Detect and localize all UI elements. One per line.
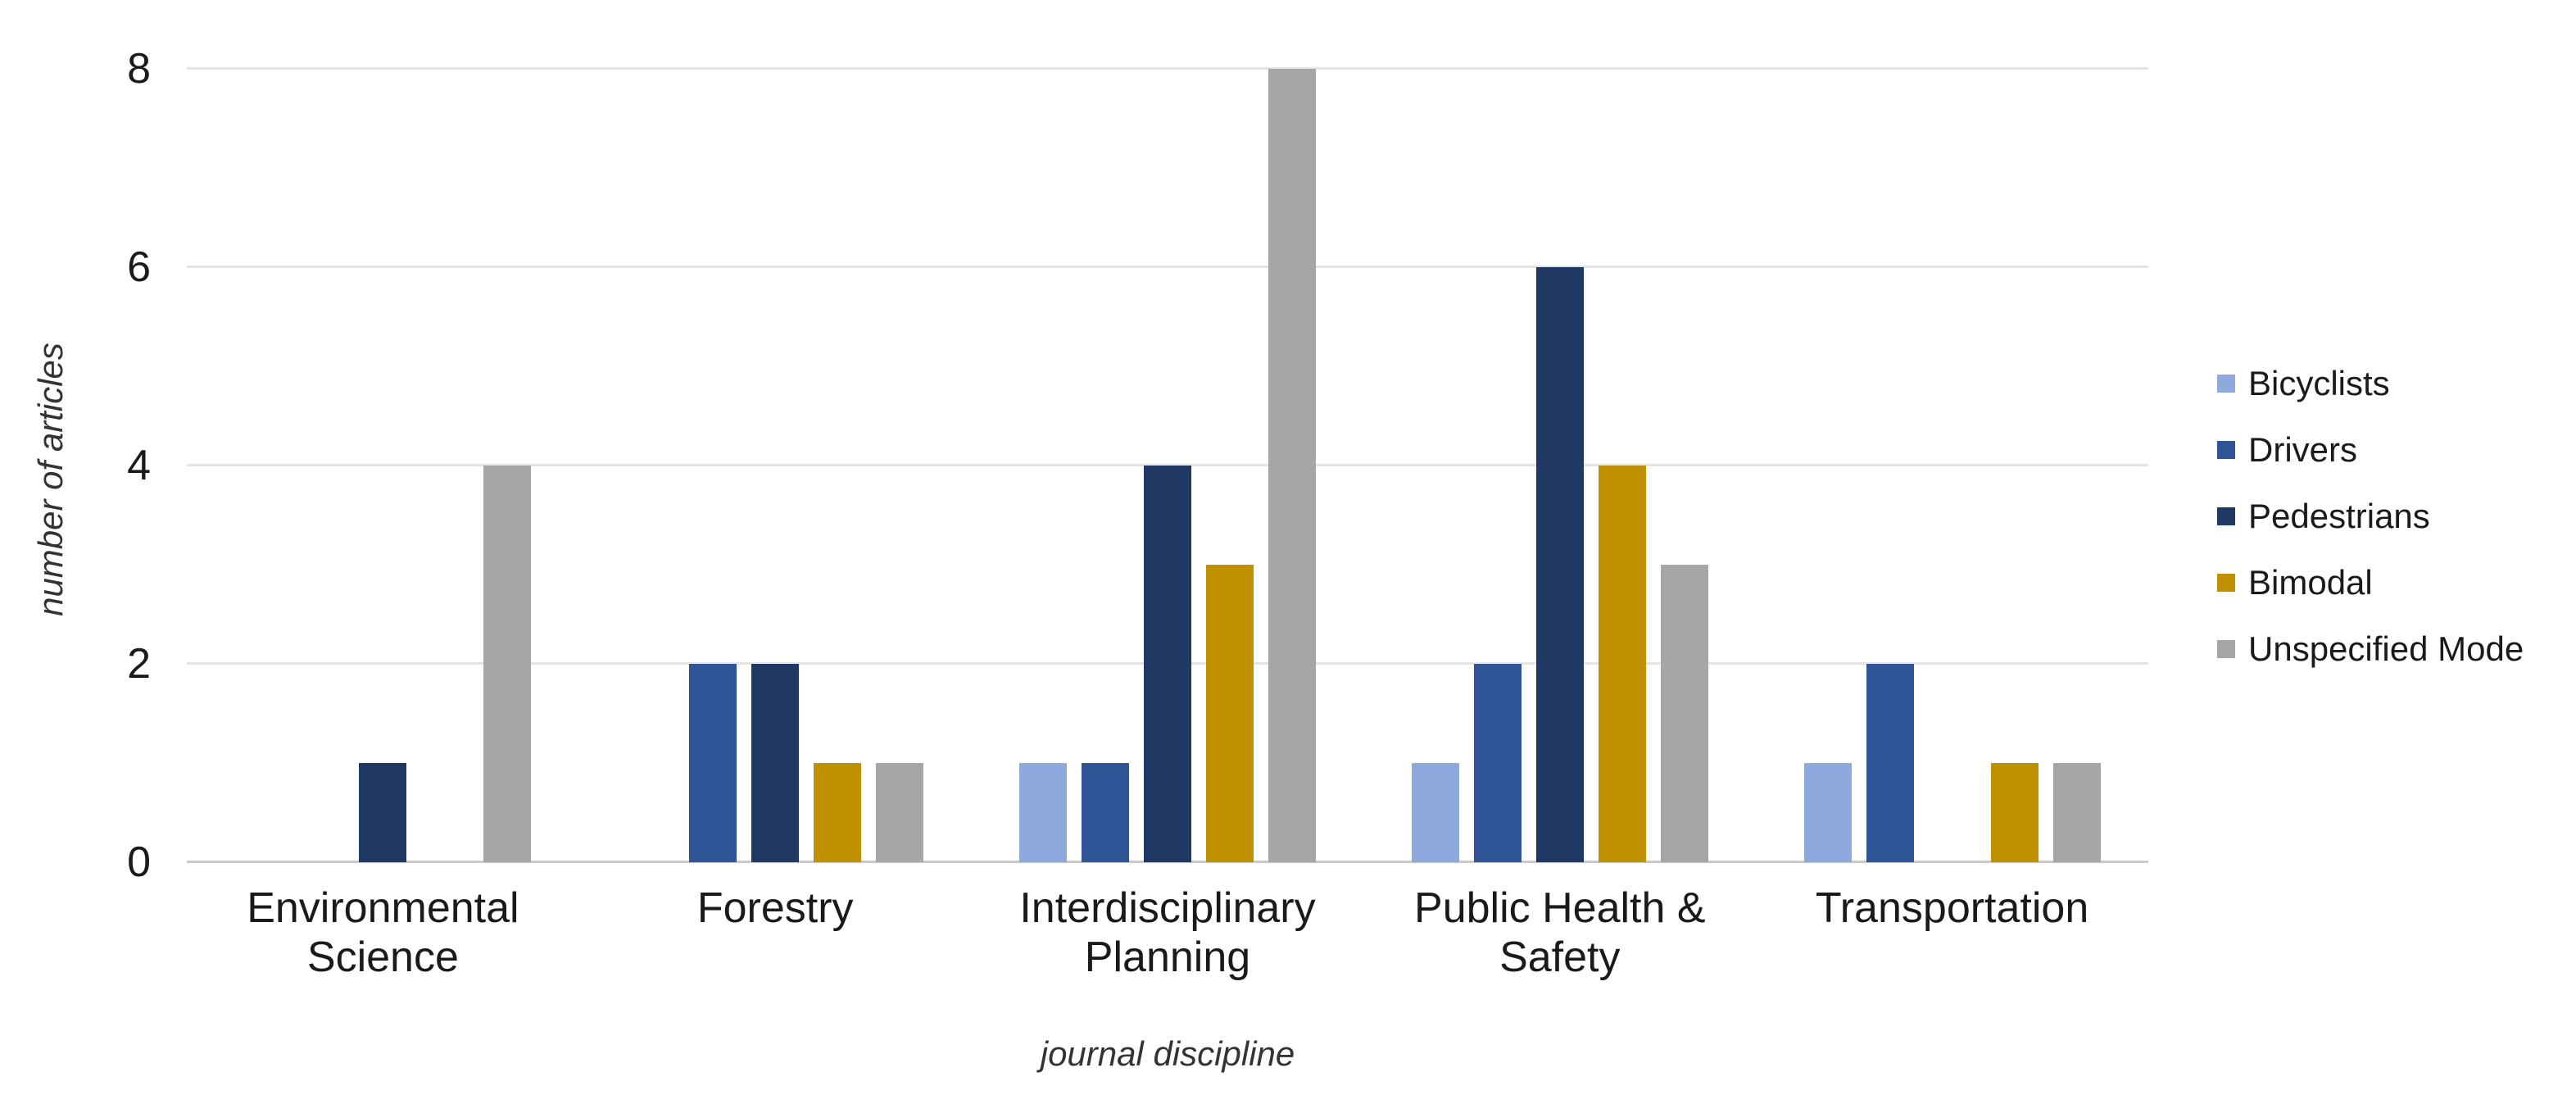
bar-pedestrians [751,664,800,862]
y-tick-label: 2 [127,640,151,688]
bar-pedestrians [1144,466,1191,862]
bar-bimodal [1598,466,1646,862]
bar-unspecified-mode [876,763,924,862]
gridline-y6 [187,266,2148,268]
legend-label: Unspecified Mode [2248,629,2524,668]
x-category-label: Forestry [696,884,854,932]
legend-swatch-icon [2217,640,2235,658]
legend-label: Bimodal [2248,563,2373,602]
legend-swatch-icon [2217,441,2235,459]
x-category-label: Environmental Science [247,884,519,981]
bar-pedestrians [1535,267,1584,862]
bar-drivers [1082,763,1129,862]
bar-unspecified-mode [2052,763,2101,862]
legend-label: Pedestrians [2248,497,2430,535]
y-tick-label: 0 [127,838,151,886]
bar-bimodal [814,763,862,862]
legend-item-unspecified-mode: Unspecified Mode [2217,629,2524,669]
legend-item-bimodal: Bimodal [2217,563,2524,602]
bar-drivers [689,664,737,862]
bar-bicyclists [1803,763,1852,862]
x-category-label: Interdisciplinary Planning [1019,884,1316,981]
bar-drivers [1473,664,1522,862]
bar-bicyclists [1019,763,1067,862]
legend-item-pedestrians: Pedestrians [2217,497,2524,536]
x-category-label: Transportation [1815,884,2089,932]
bar-unspecified-mode [1268,69,1316,862]
gridline-y8 [187,67,2148,70]
legend-swatch-icon [2217,507,2235,525]
legend-label: Drivers [2248,430,2357,469]
gridline-y4 [187,464,2148,466]
bar-unspecified-mode [1660,565,1708,862]
x-category-label: Public Health & Safety [1414,884,1706,981]
legend: Bicyclists Drivers Pedestrians Bimodal Unspe… [2217,364,2524,696]
bar-bimodal [1206,565,1254,862]
legend-item-drivers: Drivers [2217,430,2524,470]
bar-drivers [1866,664,1914,862]
y-tick-label: 8 [127,45,151,93]
legend-item-bicyclists: Bicyclists [2217,364,2524,403]
bar-bimodal [1990,763,2039,862]
legend-swatch-icon [2217,574,2235,592]
bar-unspecified-mode [483,466,532,862]
legend-swatch-icon [2217,375,2235,393]
plot-area [187,67,2148,863]
bar-bicyclists [1411,763,1459,862]
y-tick-label: 6 [127,243,151,291]
y-tick-label: 4 [127,442,151,489]
legend-label: Bicyclists [2248,364,2390,402]
x-axis-title: journal discipline [1040,1034,1295,1073]
bar-pedestrians [359,763,407,862]
